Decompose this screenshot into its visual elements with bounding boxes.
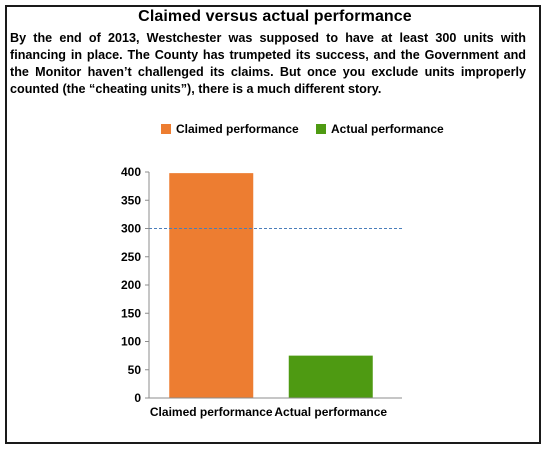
x-tick-label-0: Claimed performance — [150, 405, 273, 419]
y-tick-label-7: 350 — [121, 193, 141, 207]
x-tick-label-1: Actual performance — [274, 405, 387, 419]
legend-label-1: Actual performance — [331, 122, 444, 136]
bar-1 — [288, 355, 373, 398]
y-tick-label-0: 0 — [134, 391, 141, 405]
legend-swatch-0 — [161, 124, 171, 134]
y-tick-label-5: 250 — [121, 250, 141, 264]
y-tick-label-8: 400 — [121, 165, 141, 179]
legend-label-0: Claimed performance — [176, 122, 299, 136]
chart-title: Claimed versus actual performance — [138, 8, 412, 25]
y-tick-label-4: 200 — [121, 278, 141, 292]
y-tick-label-2: 100 — [121, 335, 141, 349]
chart-frame — [5, 5, 541, 444]
legend-swatch-1 — [316, 124, 326, 134]
chart-description: By the end of 2013, Westchester was supp… — [10, 31, 526, 96]
bar-0 — [169, 173, 254, 398]
y-tick-label-6: 300 — [121, 222, 141, 236]
y-tick-label-3: 150 — [121, 306, 141, 320]
y-tick-label-1: 50 — [128, 363, 142, 377]
